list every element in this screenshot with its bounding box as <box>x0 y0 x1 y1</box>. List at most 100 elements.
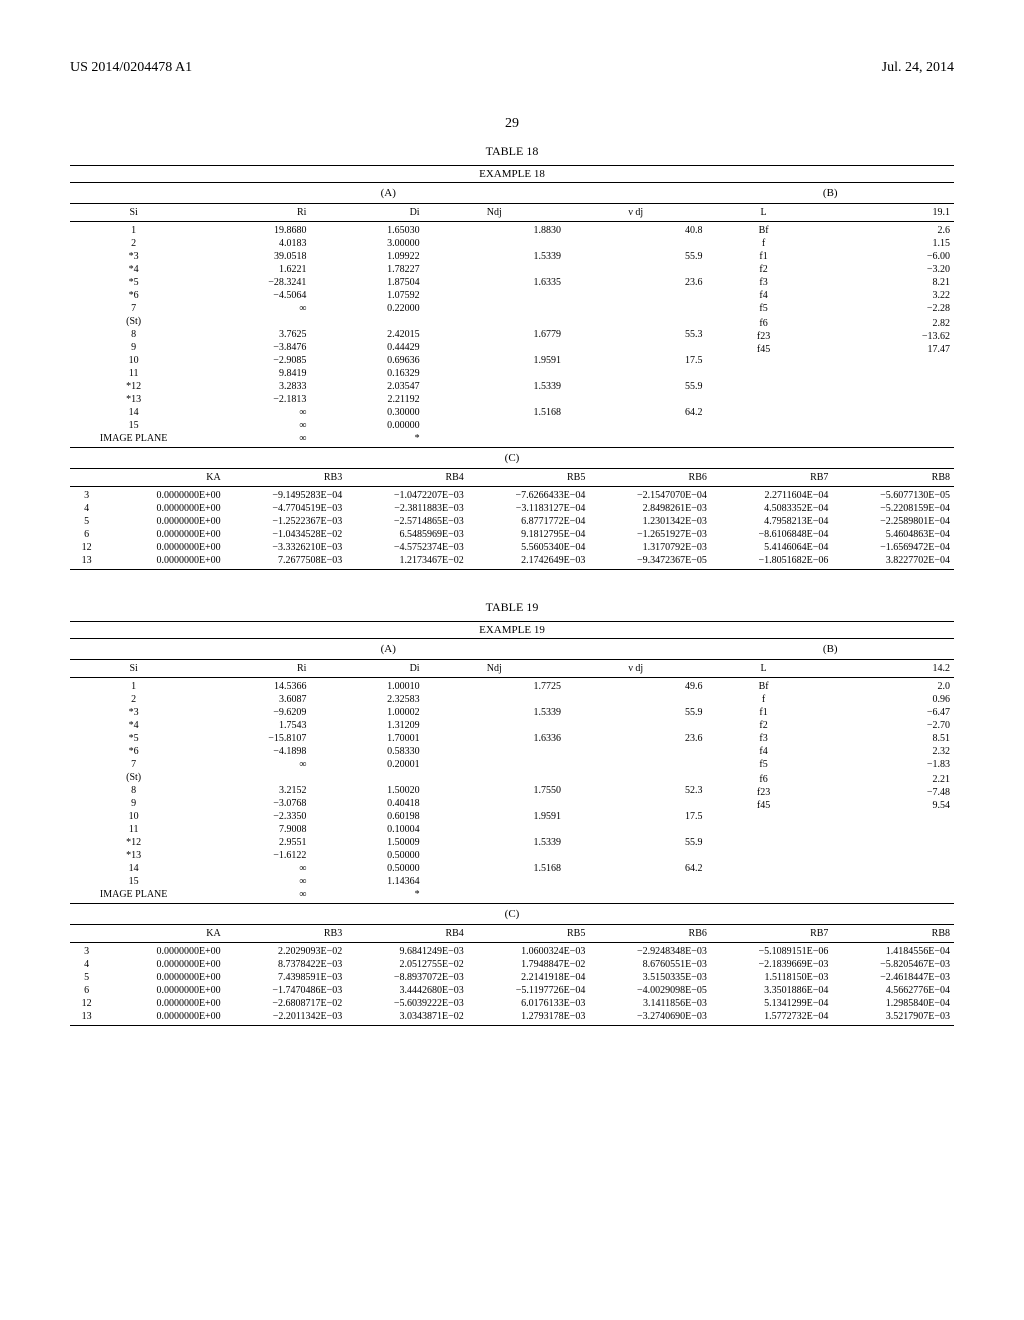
table-row: 60.0000000E+00−1.7470486E−033.4442680E−0… <box>70 984 954 997</box>
table-row: f1−6.47 <box>706 706 954 719</box>
page-number: 29 <box>70 116 954 132</box>
tables-container: TABLE 18 EXAMPLE 18 (A) SiRiDiNdjν dj119.86… <box>70 144 954 1026</box>
section-a-table: SiRiDiNdjν dj119.86801.650301.883040.824… <box>70 206 706 445</box>
table-row: f2−2.70 <box>706 719 954 732</box>
table-row: f38.51 <box>706 732 954 745</box>
table-row: IMAGE PLANE∞* <box>70 432 706 445</box>
col-header: RB3 <box>225 471 347 484</box>
table-row: f62.82 <box>706 317 954 330</box>
col-header: RB6 <box>589 471 711 484</box>
table-row: 15∞0.00000 <box>70 419 706 432</box>
table-row: 9−3.84760.44429 <box>70 341 706 354</box>
table-row: *339.05181.099221.533955.9 <box>70 250 706 263</box>
table-row: *6−4.18980.58330 <box>70 745 706 758</box>
section-b-header: (B) <box>706 185 954 201</box>
section-a-header: (A) <box>70 641 706 657</box>
col-header: ν dj <box>565 662 706 675</box>
page-header: US 2014/0204478 A1 Jul. 24, 2014 <box>70 60 954 76</box>
b-val: 19.1 <box>821 206 954 219</box>
table-row: 117.90080.10004 <box>70 823 706 836</box>
example-label: EXAMPLE 18 <box>70 168 954 180</box>
table-row: 9−3.07680.40418 <box>70 797 706 810</box>
col-header <box>70 471 103 484</box>
col-header: RB4 <box>346 927 468 940</box>
table-row: 83.76252.420151.677955.3 <box>70 328 706 341</box>
col-header: RB6 <box>589 927 711 940</box>
table-block: TABLE 19EXAMPLE 19(A)SiRiDiNdjν dj114.53… <box>70 600 954 1026</box>
b-key: L <box>706 206 820 219</box>
table-row: *5−15.81071.700011.633623.6 <box>70 732 706 745</box>
table-row: f43.22 <box>706 289 954 302</box>
table-row: 23.60872.32583 <box>70 693 706 706</box>
table-row: 120.0000000E+00−3.3326210E−03−4.5752374E… <box>70 541 954 554</box>
table-row: 40.0000000E+00−4.7704519E−03−2.3811883E−… <box>70 502 954 515</box>
table-row: f4517.47 <box>706 343 954 356</box>
table-row: 60.0000000E+00−1.0434528E−026.5485969E−0… <box>70 528 954 541</box>
b-val: 14.2 <box>821 662 954 675</box>
table-row: f42.32 <box>706 745 954 758</box>
table-row: *122.95511.500091.533955.9 <box>70 836 706 849</box>
section-b-header: (B) <box>706 641 954 657</box>
b-key: L <box>706 662 820 675</box>
table-row: f459.54 <box>706 799 954 812</box>
table-row: 10−2.90850.696361.959117.5 <box>70 354 706 367</box>
table-row: 120.0000000E+00−2.6808717E−02−5.6039222E… <box>70 997 954 1010</box>
table-row: IMAGE PLANE∞* <box>70 888 706 901</box>
col-header: Si <box>70 206 197 219</box>
table-row: *13−1.61220.50000 <box>70 849 706 862</box>
table-row: f2−3.20 <box>706 263 954 276</box>
table-row: 83.21521.500201.755052.3 <box>70 784 706 797</box>
col-header: KA <box>103 927 225 940</box>
patent-date: Jul. 24, 2014 <box>882 60 954 76</box>
table-row: 50.0000000E+007.4398591E−03−8.8937072E−0… <box>70 971 954 984</box>
table-row: 130.0000000E+00−2.2011342E−033.0343871E−… <box>70 1010 954 1023</box>
patent-id: US 2014/0204478 A1 <box>70 60 192 76</box>
col-header: RB4 <box>346 471 468 484</box>
table-row: 15∞1.14364 <box>70 875 706 888</box>
table-row: 50.0000000E+00−1.2522367E−03−2.5714865E−… <box>70 515 954 528</box>
table-row: 30.0000000E+00−9.1495283E−04−1.0472207E−… <box>70 489 954 502</box>
col-header: Ri <box>197 206 310 219</box>
table-row: (St) <box>70 771 706 784</box>
table-row: Bf2.0 <box>706 680 954 693</box>
section-b-table: L14.2 Bf2.0f0.96f1−6.47f2−2.70f38.51f42.3… <box>706 662 954 812</box>
section-c-table: KARB3RB4RB5RB6RB7RB830.0000000E+002.2029… <box>70 927 954 1023</box>
table-row: *6−4.50641.07592 <box>70 289 706 302</box>
table-row: Bf2.6 <box>706 224 954 237</box>
table-row: 24.01833.00000 <box>70 237 706 250</box>
section-a-table: SiRiDiNdjν dj114.53661.000101.772549.623… <box>70 662 706 901</box>
table-row: f23−13.62 <box>706 330 954 343</box>
table-row: 14∞0.500001.516864.2 <box>70 862 706 875</box>
col-header: RB7 <box>711 927 833 940</box>
table-row: f0.96 <box>706 693 954 706</box>
table-row: f62.21 <box>706 773 954 786</box>
col-header: Ri <box>197 662 310 675</box>
col-header: RB5 <box>468 471 590 484</box>
table-label: TABLE 18 <box>70 144 954 159</box>
col-header: Di <box>310 662 423 675</box>
table-row: *123.28332.035471.533955.9 <box>70 380 706 393</box>
col-header: Di <box>310 206 423 219</box>
table-row: 14∞0.300001.516864.2 <box>70 406 706 419</box>
table-row: 114.53661.000101.772549.6 <box>70 680 706 693</box>
col-header: RB8 <box>832 927 954 940</box>
table-row: *13−2.18132.21192 <box>70 393 706 406</box>
table-row: 7∞0.20001 <box>70 758 706 771</box>
col-header: RB5 <box>468 927 590 940</box>
table-row: f23−7.48 <box>706 786 954 799</box>
col-header <box>70 927 103 940</box>
section-c-header: (C) <box>70 906 954 922</box>
table-row: 10−2.33500.601981.959117.5 <box>70 810 706 823</box>
section-c-header: (C) <box>70 450 954 466</box>
section-c-table: KARB3RB4RB5RB6RB7RB830.0000000E+00−9.149… <box>70 471 954 567</box>
table-row: f1−6.00 <box>706 250 954 263</box>
col-header: RB3 <box>225 927 347 940</box>
table-label: TABLE 19 <box>70 600 954 615</box>
table-row: 119.86801.650301.883040.8 <box>70 224 706 237</box>
table-row: *41.75431.31209 <box>70 719 706 732</box>
table-row: 40.0000000E+008.7378422E−032.0512755E−02… <box>70 958 954 971</box>
table-row: 119.84190.16329 <box>70 367 706 380</box>
table-block: TABLE 18EXAMPLE 18(A)SiRiDiNdjν dj119.86… <box>70 144 954 570</box>
example-label: EXAMPLE 19 <box>70 624 954 636</box>
table-row: f1.15 <box>706 237 954 250</box>
